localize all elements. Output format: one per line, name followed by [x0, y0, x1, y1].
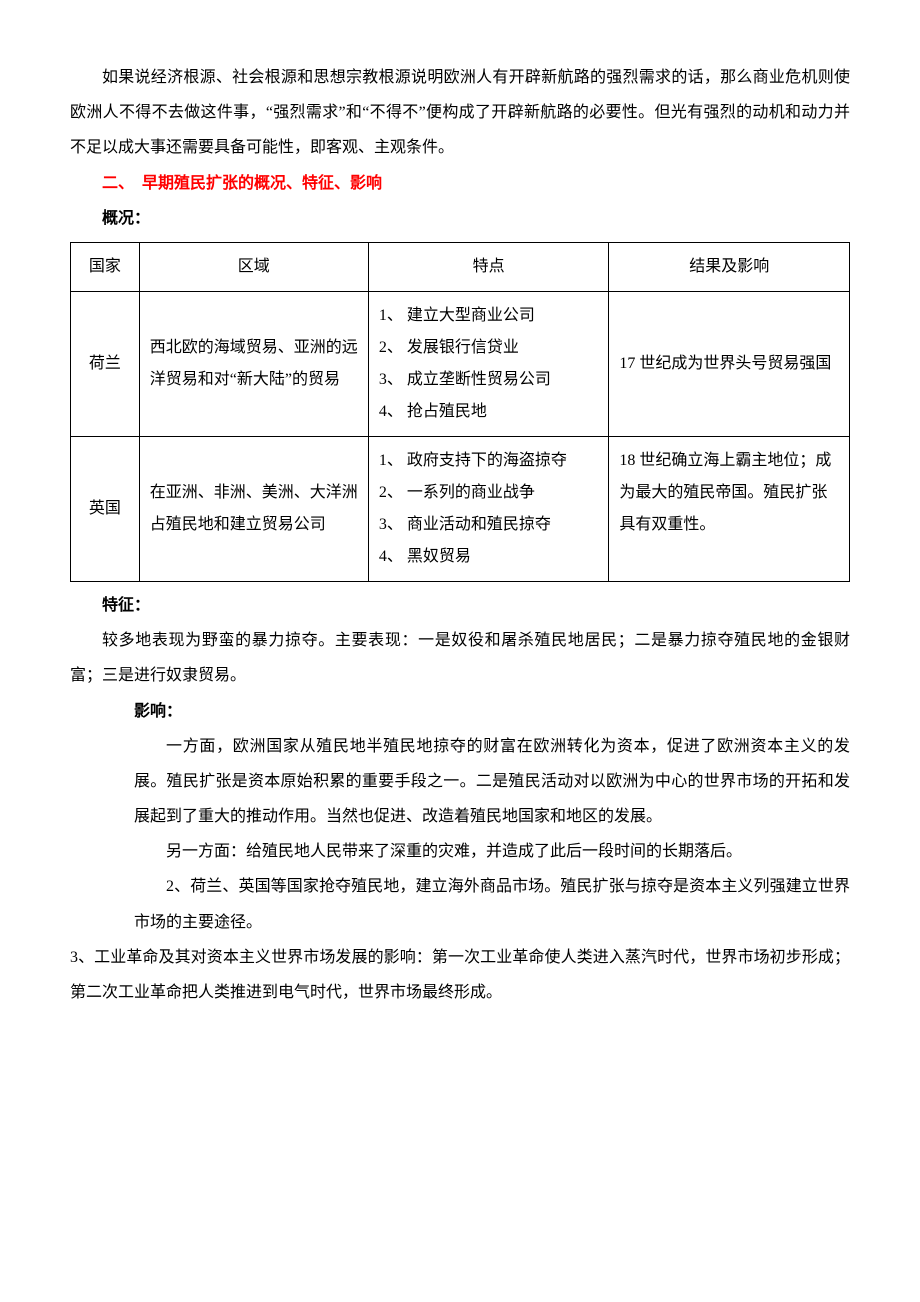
th-region: 区域 — [139, 242, 368, 291]
impact-p2: 另一方面：给殖民地人民带来了深重的灾难，并造成了此后一段时间的长期落后。 — [70, 834, 850, 869]
cell-features: 1、 建立大型商业公司 2、 发展银行信贷业 3、 成立垄断性贸易公司 4、 抢… — [368, 291, 609, 436]
feature-item: 2、 发展银行信贷业 — [379, 332, 599, 364]
feature-label: 特征： — [70, 588, 850, 623]
th-feature: 特点 — [368, 242, 609, 291]
th-result: 结果及影响 — [609, 242, 850, 291]
table-row: 荷兰 西北欧的海域贸易、亚洲的远洋贸易和对“新大陆”的贸易 1、 建立大型商业公… — [71, 291, 850, 436]
cell-region: 西北欧的海域贸易、亚洲的远洋贸易和对“新大陆”的贸易 — [139, 291, 368, 436]
table-header-row: 国家 区域 特点 结果及影响 — [71, 242, 850, 291]
colonial-expansion-table: 国家 区域 特点 结果及影响 荷兰 西北欧的海域贸易、亚洲的远洋贸易和对“新大陆… — [70, 242, 850, 582]
feature-item: 4、 黑奴贸易 — [379, 541, 599, 573]
overview-label: 概况： — [70, 201, 850, 236]
cell-country: 英国 — [71, 436, 140, 581]
feature-item: 4、 抢占殖民地 — [379, 396, 599, 428]
feature-item: 1、 政府支持下的海盗掠夺 — [379, 445, 599, 477]
intro-paragraph: 如果说经济根源、社会根源和思想宗教根源说明欧洲人有开辟新航路的强烈需求的话，那么… — [70, 60, 850, 166]
feature-text: 较多地表现为野蛮的暴力掠夺。主要表现：一是奴役和屠杀殖民地居民；二是暴力掠夺殖民… — [70, 623, 850, 693]
cell-country: 荷兰 — [71, 291, 140, 436]
impact-p3: 2、荷兰、英国等国家抢夺殖民地，建立海外商品市场。殖民扩张与掠夺是资本主义列强建… — [70, 869, 850, 939]
cell-result: 18 世纪确立海上霸主地位；成为最大的殖民帝国。殖民扩张具有双重性。 — [609, 436, 850, 581]
cell-features: 1、 政府支持下的海盗掠夺 2、 一系列的商业战争 3、 商业活动和殖民掠夺 4… — [368, 436, 609, 581]
cell-region: 在亚洲、非洲、美洲、大洋洲占殖民地和建立贸易公司 — [139, 436, 368, 581]
th-country: 国家 — [71, 242, 140, 291]
feature-item: 1、 建立大型商业公司 — [379, 300, 599, 332]
cell-result: 17 世纪成为世界头号贸易强国 — [609, 291, 850, 436]
impact-p1: 一方面，欧洲国家从殖民地半殖民地掠夺的财富在欧洲转化为资本，促进了欧洲资本主义的… — [70, 729, 850, 835]
impact-label: 影响： — [70, 694, 850, 729]
feature-item: 3、 商业活动和殖民掠夺 — [379, 509, 599, 541]
feature-item: 3、 成立垄断性贸易公司 — [379, 364, 599, 396]
point-3: 3、工业革命及其对资本主义世界市场发展的影响：第一次工业革命使人类进入蒸汽时代，… — [70, 940, 850, 1010]
feature-item: 2、 一系列的商业战争 — [379, 477, 599, 509]
section-heading-2: 二、 早期殖民扩张的概况、特征、影响 — [70, 166, 850, 201]
table-row: 英国 在亚洲、非洲、美洲、大洋洲占殖民地和建立贸易公司 1、 政府支持下的海盗掠… — [71, 436, 850, 581]
